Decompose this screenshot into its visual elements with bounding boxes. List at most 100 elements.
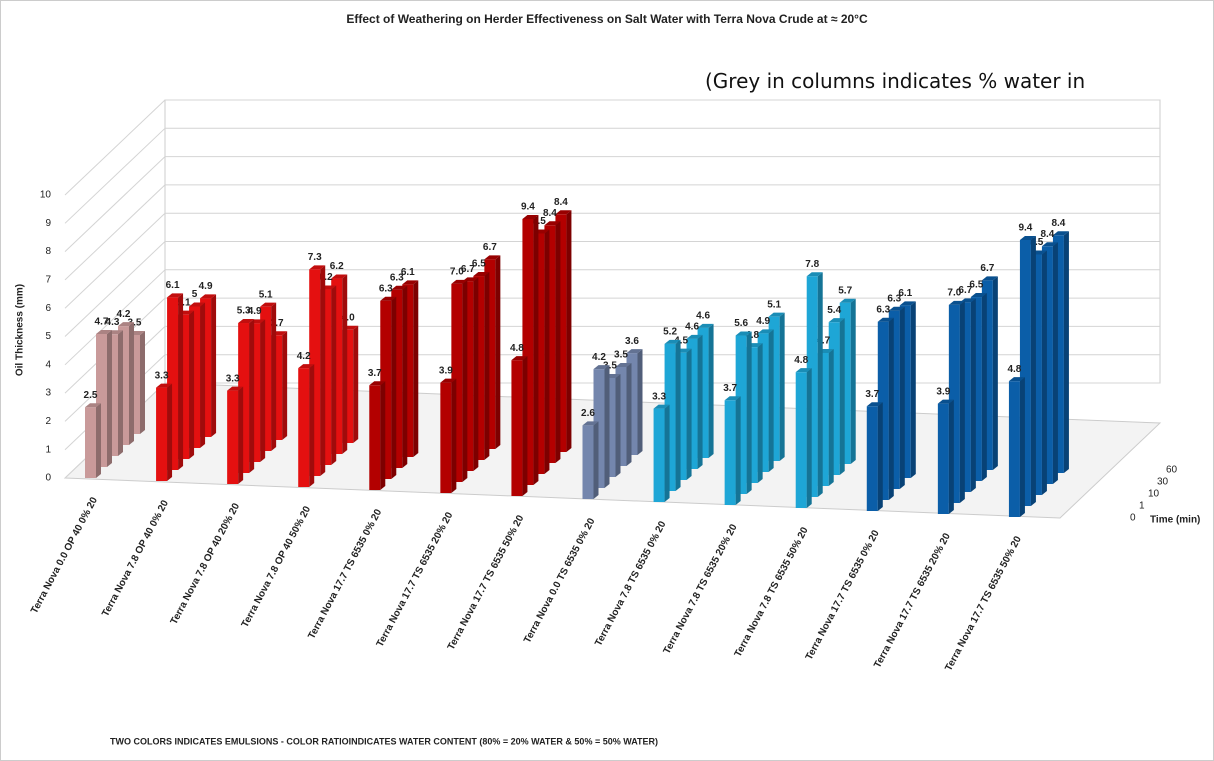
data-label: 3.9 (439, 365, 453, 376)
bar-side (533, 214, 539, 486)
bar-top (555, 210, 572, 215)
bar-side (189, 310, 195, 459)
data-label: 6.3 (379, 283, 393, 294)
bar-side (200, 302, 206, 448)
bar-side (593, 421, 599, 499)
grid-line (64, 212, 166, 309)
bar-top (899, 301, 916, 306)
bar-top (664, 339, 681, 344)
data-label: 4.9 (756, 316, 770, 327)
bar-side (402, 285, 408, 468)
bar-side (413, 280, 419, 457)
bar-top (839, 298, 856, 303)
bar-side (342, 274, 348, 454)
bar (970, 297, 982, 481)
bar-side (686, 348, 692, 480)
bar (320, 289, 332, 465)
bar-side (757, 343, 763, 483)
data-label: 3.9 (936, 386, 950, 397)
bar-side (899, 306, 905, 489)
bar-side (462, 279, 468, 482)
bar-side (238, 386, 244, 484)
bar-side (271, 302, 277, 451)
depth-tick-label: 1 (1139, 501, 1145, 512)
bar-top (724, 396, 741, 401)
data-label: 4.8 (1007, 364, 1021, 375)
bar-top (189, 302, 206, 307)
y-tick-label: 3 (45, 388, 51, 399)
bar (544, 225, 556, 463)
data-label: 4.2 (592, 352, 606, 363)
bar-side (282, 331, 288, 440)
bar-side (331, 285, 337, 465)
bar-side (806, 368, 812, 508)
bar (1019, 239, 1031, 507)
bar (653, 408, 665, 502)
data-label: 3.5 (614, 350, 628, 361)
data-label: 6.7 (980, 263, 994, 274)
bar (227, 390, 239, 484)
data-label: 6.3 (390, 272, 404, 283)
y-tick-label: 4 (45, 359, 51, 370)
bar (118, 326, 129, 445)
bar-top (768, 312, 785, 317)
grid-line (64, 184, 166, 281)
bar (675, 352, 687, 480)
bar (828, 322, 840, 475)
bar (795, 372, 807, 508)
bar-side (391, 296, 397, 479)
data-label: 8.4 (554, 197, 568, 208)
bar-side (96, 403, 101, 478)
bar-top (167, 293, 184, 298)
data-label: 5.1 (259, 289, 273, 300)
data-label: 4.8 (745, 330, 759, 341)
bar (724, 400, 736, 505)
bar (615, 366, 627, 466)
bar (484, 259, 496, 449)
bar-side (768, 329, 774, 472)
y-tick-label: 0 (45, 473, 51, 484)
bar-side (910, 301, 916, 478)
bar (866, 406, 878, 511)
bar-top (298, 364, 315, 369)
bar-top (238, 319, 255, 324)
bar (369, 385, 381, 490)
data-label: 3.6 (625, 336, 639, 347)
bar-top (582, 421, 599, 426)
y-tick-label: 9 (45, 218, 51, 229)
bar-side (959, 300, 965, 503)
depth-axis-title: Time (min) (1150, 515, 1200, 526)
bar-side (544, 229, 550, 474)
bar (533, 233, 545, 474)
bar-side (746, 331, 752, 494)
bar-side (107, 329, 112, 467)
bar (156, 387, 168, 481)
y-tick-label: 6 (45, 303, 51, 314)
bar (899, 305, 911, 478)
bar-top (511, 356, 528, 361)
data-label: 8.4 (1040, 229, 1054, 240)
bar-side (353, 325, 359, 443)
data-label: 6.1 (401, 267, 415, 278)
bar-top (686, 334, 703, 339)
bar (1030, 254, 1042, 495)
bar-top (1052, 231, 1069, 236)
bar (380, 300, 392, 479)
data-label: 4.8 (510, 343, 524, 354)
data-label: 5.1 (177, 297, 191, 308)
bar (96, 333, 107, 467)
bar (877, 321, 889, 500)
bar (402, 284, 414, 457)
bar (260, 306, 272, 451)
data-label: 3.3 (652, 391, 666, 402)
bar-top (653, 404, 670, 409)
bar-top (888, 306, 905, 311)
bar-top (309, 265, 326, 270)
bar-side (555, 221, 561, 463)
data-label: 3.7 (270, 318, 284, 329)
bar-side (167, 383, 173, 481)
y-tick-label: 2 (45, 416, 51, 427)
data-label: 7.0 (947, 288, 961, 299)
bar (593, 369, 605, 488)
